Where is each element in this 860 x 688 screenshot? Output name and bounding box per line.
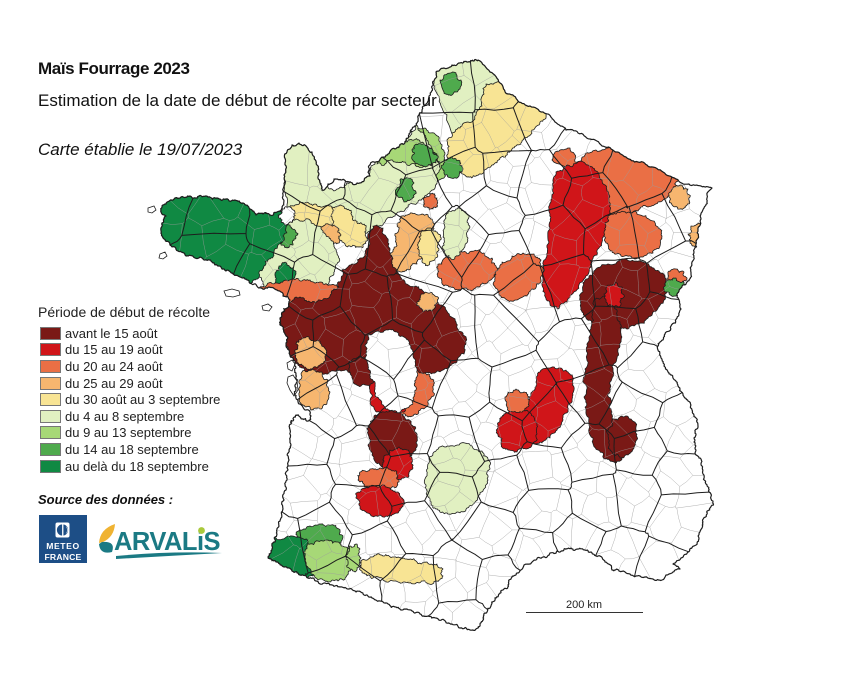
svg-text:ARVALiS: ARVALiS [114,528,221,556]
svg-text:METEO: METEO [46,541,80,551]
svg-text:200 km: 200 km [566,599,602,611]
svg-text:FRANCE: FRANCE [44,552,81,562]
